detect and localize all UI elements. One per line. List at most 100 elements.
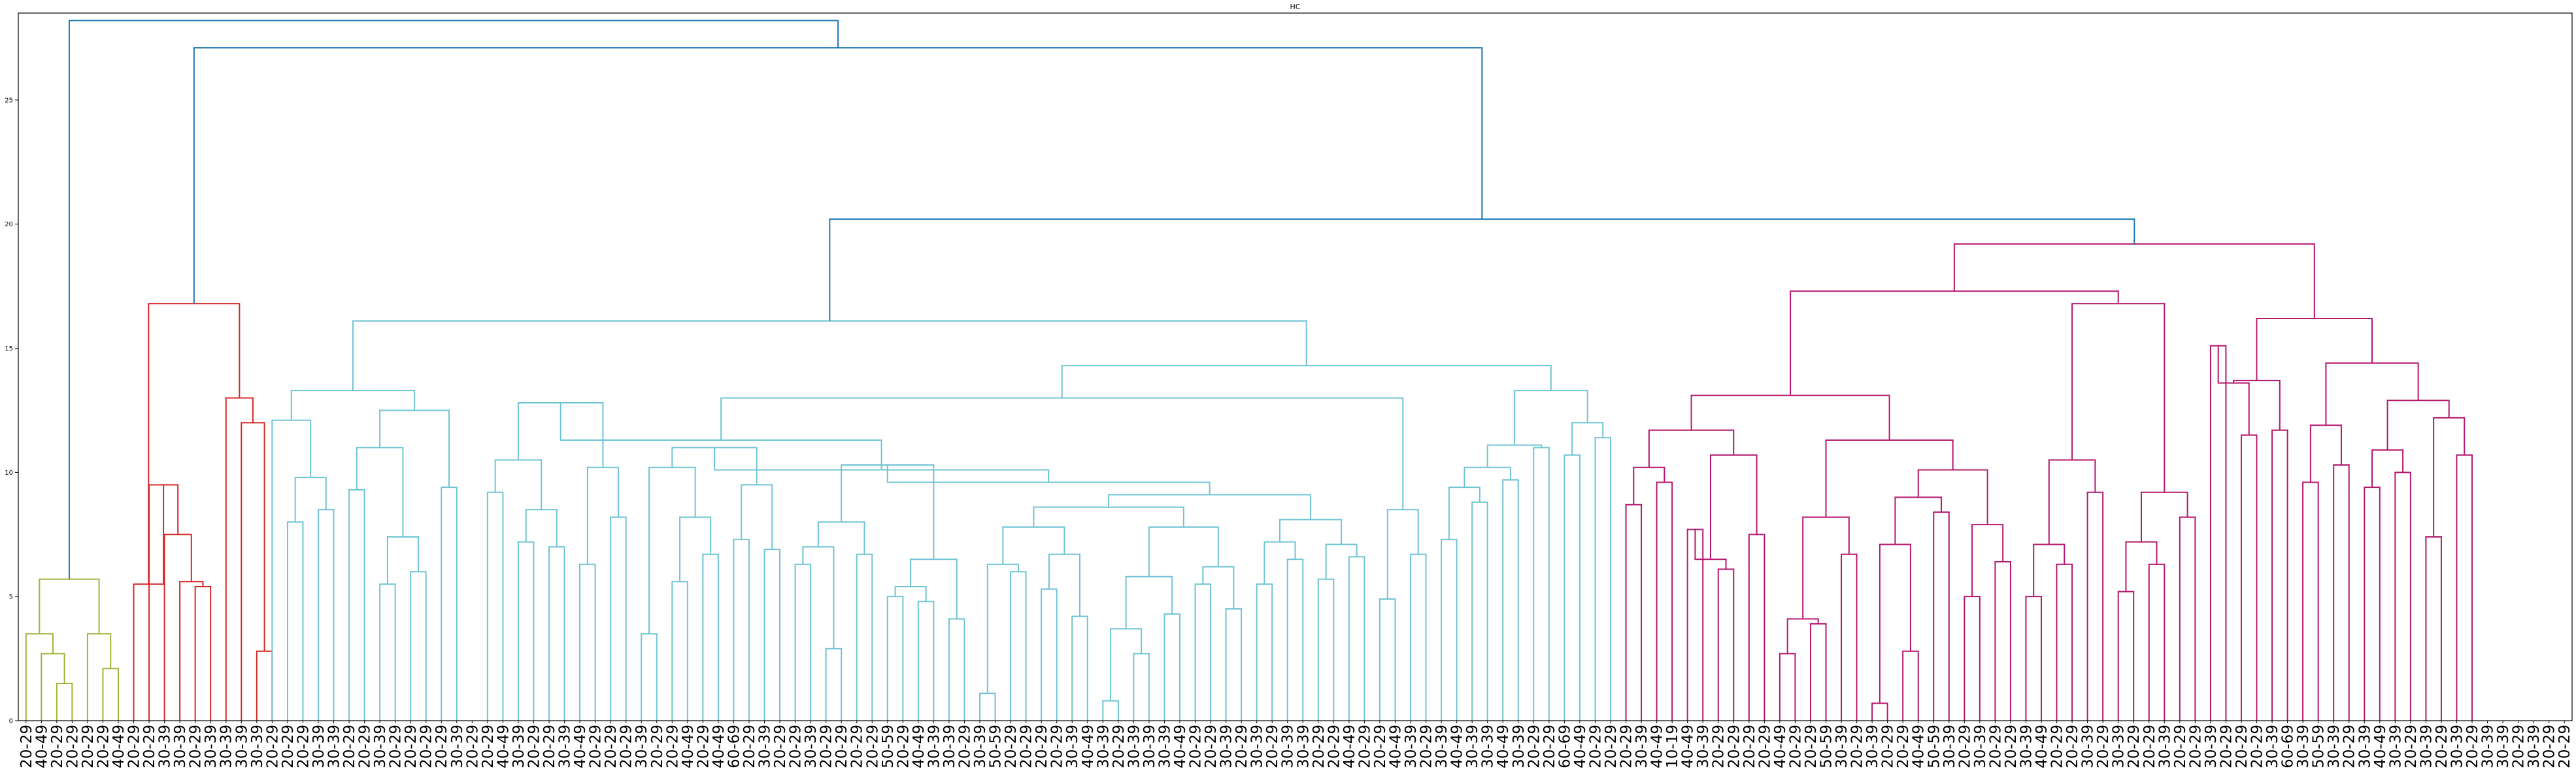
leaf-label: 20-29 [956, 725, 973, 768]
dendrogram-link-c57 [1148, 526, 1219, 577]
plot-frame [18, 12, 2573, 721]
leaf-label: 30-39 [2356, 725, 2373, 768]
dendrogram-links [25, 20, 2473, 721]
dendrogram-link-m50 [2456, 454, 2473, 721]
leaf-label: 20-29 [49, 725, 66, 768]
leaf-label: 20-29 [2464, 725, 2481, 768]
leaf-label: 30-39 [2264, 725, 2281, 768]
leaf-label: 30-39 [972, 725, 989, 768]
dendrogram-link-c86 [352, 320, 1307, 391]
dendrogram-link-m28 [2033, 543, 2066, 597]
dendrogram-link-m37 [1790, 290, 2119, 396]
leaf-label: 30-39 [2080, 725, 2097, 768]
y-tick-label: 25 [5, 97, 13, 104]
leaf-label: 50-59 [880, 725, 897, 768]
dendrogram-link-r7 [241, 422, 265, 721]
dendrogram-link-c75 [1471, 501, 1488, 721]
leaf-label: 30-39 [372, 725, 389, 768]
leaf-label: 30-39 [1464, 725, 1481, 768]
dendrogram-link-o2 [41, 653, 65, 721]
leaf-label: 20-29 [403, 725, 420, 768]
leaf-label: 20-29 [295, 725, 312, 768]
leaf-label: 20-29 [2126, 725, 2143, 768]
leaf-label: 20-29 [895, 725, 912, 768]
dendrogram-link-m26 [2025, 596, 2042, 721]
leaf-label: 20-29 [1803, 725, 1820, 768]
leaf-label: 20-29 [695, 725, 712, 768]
leaf-label: 20-29 [864, 725, 881, 768]
leaf-label: 30-39 [2480, 725, 2497, 768]
leaf-label: 20-29 [2556, 725, 2573, 768]
dendrogram-link-c13 [486, 491, 504, 721]
y-tick-label: 0 [9, 718, 13, 725]
leaf-label: 60-69 [726, 725, 743, 768]
leaf-label: 20-29 [1895, 725, 1912, 768]
dendrogram-link-m10 [1779, 653, 1796, 721]
dendrogram-link-m20 [1964, 596, 1981, 721]
dendrogram-link-m31 [2117, 591, 2135, 721]
dendrogram-link-c41 [841, 464, 935, 560]
dendrogram-link-c34 [856, 553, 873, 721]
dendrogram-link-m4 [1686, 528, 1704, 721]
dendrogram-link-c3 [294, 476, 327, 523]
leaf-label: 20-29 [1372, 725, 1389, 768]
leaf-label: 40-49 [1172, 725, 1189, 768]
leaf-label: 20-29 [418, 725, 435, 768]
leaf-label: 30-39 [1218, 725, 1235, 768]
leaf-label: 20-29 [1787, 725, 1804, 768]
dendrogram-link-m27 [2056, 563, 2073, 721]
leaf-label: 20-29 [2064, 725, 2081, 768]
dendrogram-link-c19 [610, 516, 627, 721]
leaf-label: 30-39 [249, 725, 266, 768]
dendrogram-link-c37 [917, 600, 935, 721]
dendrogram-link-m49 [2425, 536, 2442, 721]
leaf-label: 30-39 [1864, 725, 1881, 768]
dendrogram-link-c17 [494, 459, 543, 510]
leaf-label: 20-29 [1587, 725, 1604, 768]
dendrogram-link-c4 [271, 419, 312, 721]
leaf-label: 20-29 [1726, 725, 1743, 768]
dendrogram-link-t1 [829, 218, 2135, 321]
leaf-label: 20-29 [1033, 725, 1050, 768]
dendrogram-link-c63 [1348, 556, 1365, 721]
dendrogram-link-c73 [720, 397, 1404, 510]
dendrogram-link-m47 [2394, 472, 2411, 721]
dendrogram-link-c74 [1441, 538, 1458, 721]
leaf-label: 20-29 [2341, 725, 2358, 768]
leaf-label: 30-39 [1295, 725, 1312, 768]
dendrogram-link-c64 [1325, 543, 1358, 579]
dendrogram-link-c69 [560, 403, 882, 470]
leaf-label: 60-69 [2280, 725, 2297, 768]
dendrogram-link-c84 [1513, 390, 1588, 445]
leaf-label: 20-29 [2187, 725, 2204, 768]
leaf-label: 30-39 [1480, 725, 1497, 768]
dendrogram-link-m44 [2333, 464, 2350, 721]
dendrogram-link-c8 [386, 536, 419, 585]
dendrogram-link-m17 [1879, 543, 1911, 704]
dendrogram-link-m29 [2086, 491, 2104, 721]
dendrogram-link-c12 [290, 390, 416, 421]
leaf-label: 20-29 [480, 725, 497, 768]
leaf-label: 20-29 [1356, 725, 1373, 768]
dendrogram-link-c58 [1033, 506, 1184, 527]
y-axis: 0 5 10 15 20 25 [5, 97, 18, 725]
leaf-label: 30-39 [310, 725, 327, 768]
leaf-label: 30-39 [2295, 725, 2312, 768]
leaf-label: 20-29 [541, 725, 558, 768]
dendrogram-link-c51 [1110, 628, 1143, 701]
leaf-label: 30-39 [1511, 725, 1528, 768]
dendrogram-link-m30 [2048, 459, 2096, 545]
dendrogram-link-c79 [1533, 447, 1550, 721]
leaf-label: 30-39 [1833, 725, 1850, 768]
leaf-label: 40-49 [495, 725, 512, 768]
dendrogram-link-c56 [1202, 566, 1235, 610]
leaf-label: 20-29 [1880, 725, 1897, 768]
dendrogram-link-r1 [194, 585, 212, 721]
dendrogram-link-c85 [1061, 365, 1552, 398]
leaf-label: 20-29 [341, 725, 358, 768]
dendrogram-link-r3 [163, 534, 192, 721]
dendrogram-link-c38 [894, 585, 927, 602]
leaf-label: 60-69 [1556, 725, 1573, 768]
dendrogram-link-m36 [2071, 303, 2166, 492]
dendrogram-link-m35 [2140, 491, 2188, 542]
